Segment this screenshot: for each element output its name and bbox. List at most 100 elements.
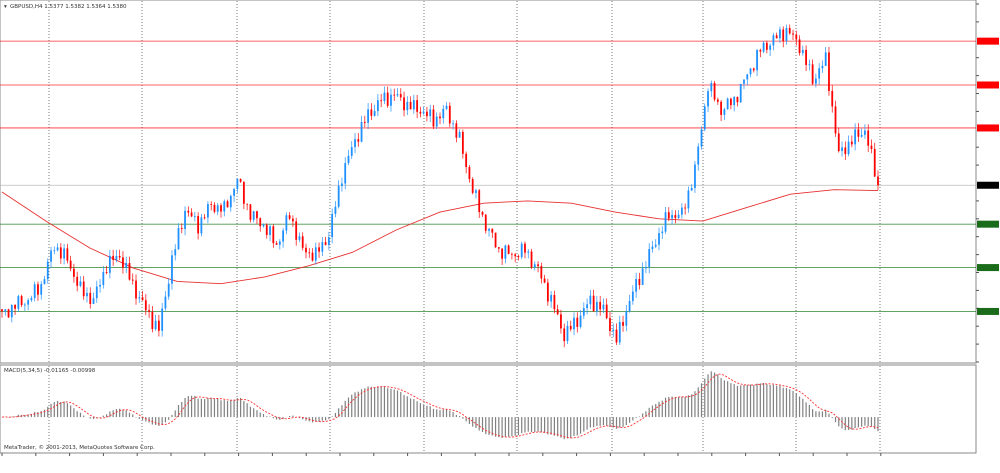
resistance-price-tag [977, 124, 999, 132]
symbol-info: GBPUSD,H4 1.5377 1.5382 1.5364 1.5380 [10, 4, 127, 10]
candle-body [452, 123, 454, 125]
candle-body [99, 284, 101, 287]
candle-body [148, 310, 150, 312]
candle-body [53, 250, 56, 252]
candle-body [808, 64, 811, 66]
candle-body [341, 183, 343, 186]
candle-body [576, 317, 579, 327]
candle-body [128, 263, 131, 280]
candle-body [177, 228, 180, 250]
candle-body [641, 268, 644, 285]
candle-body [870, 145, 873, 149]
candle-body [517, 256, 520, 258]
candle-body [86, 292, 88, 297]
candle-body [216, 205, 219, 212]
candle-body [406, 101, 409, 111]
candle-body [157, 320, 160, 331]
candle-body [308, 252, 311, 254]
candle-body [275, 243, 278, 245]
candle-body [4, 309, 7, 312]
candle-body [141, 297, 144, 301]
candle-body [131, 279, 134, 281]
candle-body [56, 247, 59, 251]
current-price-tag [977, 181, 999, 189]
candle-body [373, 111, 376, 116]
candle-body [648, 249, 651, 267]
candle-body [426, 111, 428, 117]
candle-body [344, 163, 347, 184]
candle-body [471, 179, 474, 193]
candle-body [213, 204, 216, 212]
candle-body [321, 242, 324, 252]
candle-body [314, 247, 317, 261]
candle-body [550, 295, 553, 302]
candle-body [690, 187, 693, 191]
candle-body [246, 203, 249, 205]
candle-body [769, 45, 772, 50]
candle-body [301, 236, 304, 248]
moving-average-line [1, 189, 879, 285]
candle-body [765, 42, 768, 50]
candle-body [174, 249, 177, 256]
candle-body [556, 309, 559, 315]
candle-body [841, 147, 843, 152]
candle-body [527, 251, 530, 253]
candle-body [501, 248, 504, 259]
candle-body [412, 100, 415, 110]
candle-body [43, 279, 46, 285]
candle-body [674, 214, 677, 219]
candle-body [680, 207, 683, 215]
candle-body [749, 68, 752, 75]
candle-body [17, 296, 20, 309]
candle-body [203, 217, 206, 219]
candle-body [697, 146, 700, 165]
candle-body [573, 317, 575, 330]
candle-body [265, 224, 268, 235]
candle-body [50, 250, 52, 262]
candle-body [739, 83, 742, 103]
candle-body [295, 221, 298, 240]
candle-body [233, 189, 235, 196]
candle-body [707, 91, 709, 107]
candle-body [540, 266, 543, 279]
candle-body [393, 94, 396, 96]
candle-body [864, 130, 866, 135]
candle-body [854, 129, 857, 145]
candle-body [376, 100, 379, 112]
candle-body [671, 214, 673, 219]
candle-body [664, 212, 667, 232]
candle-body [242, 181, 245, 204]
candle-body [184, 210, 186, 230]
candle-body [30, 298, 33, 301]
candle-body [122, 257, 124, 268]
candle-body [350, 147, 353, 156]
candle-body [89, 292, 92, 304]
candle-body [272, 226, 275, 244]
macd-panel [0, 364, 977, 454]
candle-body [311, 252, 314, 261]
candle-body [788, 27, 791, 34]
candle-body [180, 228, 183, 230]
candle-body [520, 243, 523, 258]
candle-body [687, 190, 690, 209]
candle-body [252, 211, 255, 220]
candle-body [354, 139, 356, 148]
candle-body [285, 215, 288, 231]
candle-body [390, 94, 392, 106]
candle-body [112, 255, 115, 260]
candle-body [811, 64, 814, 84]
candle-body [269, 226, 271, 235]
candle-body [844, 147, 847, 155]
candle-body [720, 101, 723, 115]
candle-body [798, 39, 801, 54]
candle-body [383, 92, 386, 102]
candle-body [229, 195, 232, 208]
candle-body [478, 190, 481, 213]
candle-body [524, 243, 526, 253]
candle-body [484, 214, 487, 231]
candle-body [703, 106, 706, 130]
candle-body [618, 322, 621, 343]
candle-body [396, 94, 399, 96]
candle-body [710, 83, 713, 92]
